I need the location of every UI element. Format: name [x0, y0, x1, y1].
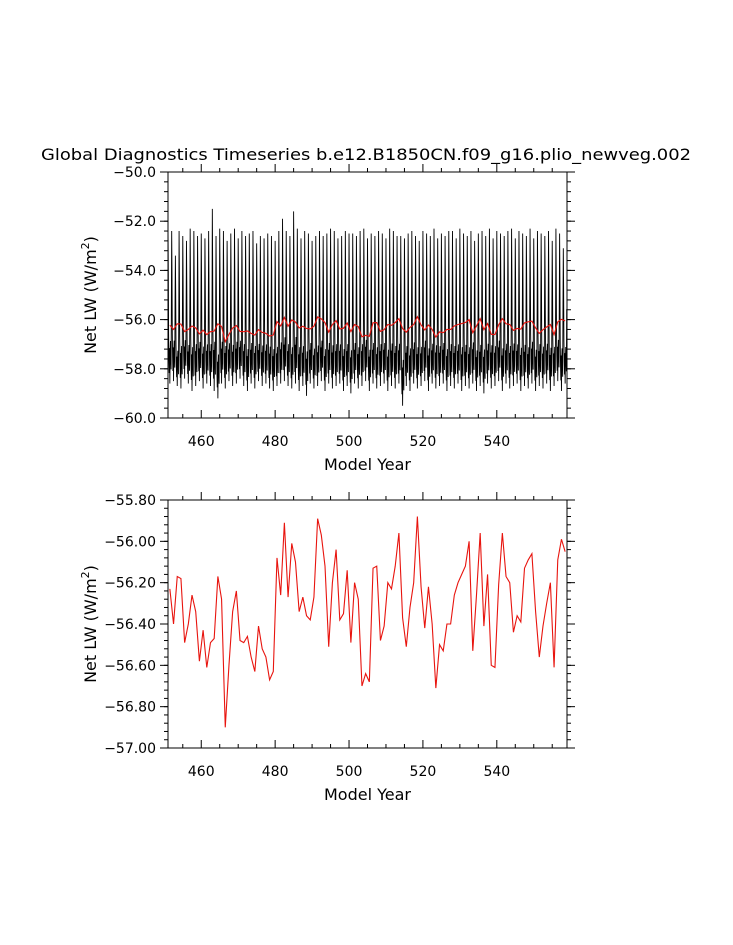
bottom-ytick-label: −56.20: [104, 576, 156, 592]
bottom-xtick-label: 540: [483, 764, 510, 780]
top-xtick-label: 500: [336, 434, 363, 450]
bottom-ytick-label: −56.00: [104, 534, 156, 550]
top-series-annual-line: [169, 315, 566, 344]
top-x-axis-title: Model Year: [324, 455, 411, 474]
top-xtick-label: 480: [262, 434, 289, 450]
top-ytick-label: −60.0: [113, 411, 156, 427]
top-ytick-label: −58.0: [113, 362, 156, 378]
top-panel: 460 480 500 520 540 −60.0 −58.0 −56.0 −54.0 −52.0…: [79, 164, 575, 474]
top-xtick-label: 540: [483, 434, 510, 450]
bottom-ytick-label: −56.60: [104, 658, 156, 674]
bottom-y-axis-title: Net LW (W/m2): [79, 565, 100, 683]
bottom-plot-frame: [167, 499, 568, 749]
top-ytick-label: −52.0: [113, 214, 156, 230]
top-y-axis-title: Net LW (W/m2): [79, 236, 100, 354]
top-xtick-label: 520: [410, 434, 437, 450]
bottom-ytick-label: −56.40: [104, 617, 156, 633]
bottom-xtick-label: 460: [188, 764, 215, 780]
bottom-ytick-label: −57.00: [104, 741, 156, 757]
top-xtick-label: 460: [188, 434, 215, 450]
top-ytick-label: −50.0: [113, 165, 156, 181]
bottom-xtick-label: 520: [410, 764, 437, 780]
bottom-xtick-label: 480: [262, 764, 289, 780]
top-ytick-label: −54.0: [113, 263, 156, 279]
bottom-panel: 460 480 500 520 540 −57.00 −56.80 −56.60 −56.40 −…: [79, 492, 575, 804]
figure-title: Global Diagnostics Timeseries b.e12.B185…: [41, 145, 691, 165]
bottom-series-annual-line: [169, 516, 566, 728]
bottom-x-axis-title: Model Year: [324, 785, 411, 804]
top-ytick-label: −56.0: [113, 313, 156, 329]
bottom-xtick-label: 500: [336, 764, 363, 780]
bottom-ytick-label: −56.80: [104, 700, 156, 716]
top-series-monthly-line: [167, 208, 568, 406]
bottom-ytick-label: −55.80: [104, 493, 156, 509]
